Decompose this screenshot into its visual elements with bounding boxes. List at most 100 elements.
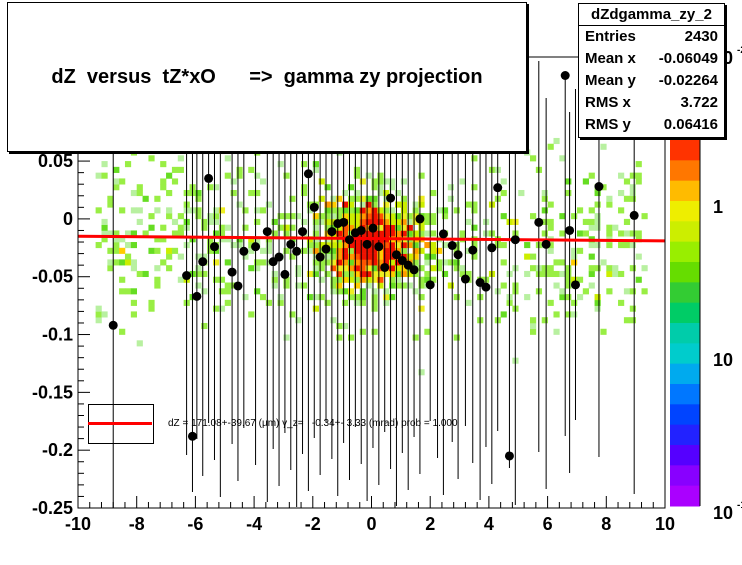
heatmap-cell	[336, 334, 343, 341]
heatmap-cell	[406, 224, 413, 231]
profile-point	[280, 269, 290, 279]
heatmap-cell	[154, 236, 161, 243]
heatmap-cell	[154, 276, 161, 283]
heatmap-cell	[618, 189, 625, 197]
stats-value: -0.06049	[658, 50, 718, 67]
heatmap-cell	[248, 189, 255, 197]
heatmap-cell	[383, 242, 390, 249]
heatmap-cell	[359, 270, 366, 278]
heatmap-cell	[400, 224, 408, 231]
heatmap-cell	[342, 201, 349, 208]
heatmap-cell	[447, 282, 454, 289]
heatmap-cell	[254, 218, 261, 225]
heatmap-cell	[259, 207, 267, 214]
heatmap-cell	[365, 253, 372, 260]
heatmap-cell	[371, 218, 378, 225]
heatmap-cell	[406, 270, 413, 278]
heatmap-cell	[594, 213, 601, 220]
heatmap-cell	[353, 207, 361, 214]
heatmap-cell	[259, 294, 267, 301]
heatmap-cell	[377, 172, 384, 179]
heatmap-cell	[324, 253, 331, 260]
heatmap-cell	[389, 224, 396, 231]
y-tick-label: -0.2	[42, 440, 73, 460]
heatmap-cell	[348, 242, 355, 249]
profile-point	[481, 282, 491, 292]
heatmap-cell	[371, 305, 378, 312]
heatmap-cell	[524, 294, 531, 301]
heatmap-cell	[606, 201, 613, 208]
heatmap-cell	[195, 253, 202, 260]
heatmap-cell	[295, 265, 302, 272]
heatmap-cell	[265, 299, 273, 306]
heatmap-cell	[529, 322, 537, 330]
heatmap-cell	[271, 270, 278, 278]
heatmap-cell	[582, 178, 589, 185]
heatmap-cell	[594, 189, 601, 197]
heatmap-cell	[541, 230, 548, 237]
heatmap-cell	[353, 242, 361, 249]
heatmap-cell	[119, 178, 126, 185]
profile-point	[309, 202, 319, 212]
heatmap-cell	[359, 294, 366, 301]
heatmap-cell	[130, 311, 137, 318]
heatmap-cell	[148, 213, 155, 220]
heatmap-cell	[166, 253, 173, 260]
heatmap-cell	[424, 242, 431, 249]
heatmap-cell	[160, 236, 167, 243]
profile-point	[344, 235, 354, 245]
heatmap-cell	[418, 294, 425, 301]
heatmap-cell	[635, 253, 642, 260]
x-tick-label: 4	[484, 514, 494, 534]
title-box: dZ versus tZ*xO => gamma zy projection	[7, 2, 527, 152]
heatmap-cell	[248, 247, 255, 254]
heatmap-cell	[236, 201, 243, 208]
heatmap-cell	[136, 218, 143, 225]
heatmap-cell	[342, 242, 349, 249]
heatmap-cell	[471, 201, 478, 208]
heatmap-cell	[588, 253, 595, 260]
heatmap-cell	[242, 207, 249, 214]
heatmap-cell	[119, 328, 126, 335]
heatmap-cell	[371, 247, 378, 254]
heatmap-cell	[224, 236, 231, 243]
heatmap-cell	[383, 259, 390, 266]
heatmap-cell	[295, 213, 302, 220]
x-tick-label: 2	[425, 514, 435, 534]
heatmap-cell	[441, 207, 449, 214]
heatmap-cell	[629, 230, 636, 237]
heatmap-cell	[389, 294, 396, 301]
palette-band	[670, 363, 700, 385]
heatmap-cell	[201, 322, 208, 330]
heatmap-cell	[124, 242, 132, 249]
heatmap-cell	[453, 259, 460, 266]
heatmap-cell	[365, 172, 372, 179]
fit-line	[77, 234, 666, 243]
y-tick-label: -0.05	[32, 267, 73, 287]
heatmap-cell	[306, 242, 314, 249]
heatmap-cell	[201, 253, 208, 260]
x-tick-label: -10	[65, 514, 91, 534]
heatmap-cell	[95, 317, 102, 324]
heatmap-cell	[377, 253, 384, 260]
heatmap-cell	[101, 218, 108, 225]
profile-point	[292, 246, 302, 256]
heatmap-cell	[171, 230, 179, 237]
y-tick-label: -0.1	[42, 325, 73, 345]
heatmap-cell	[306, 247, 314, 254]
heatmap-cell	[166, 207, 173, 214]
x-tick-label: 10	[655, 514, 675, 534]
x-axis: -10 -8 -6 -4 -2 0 2 4 6 8 10	[65, 496, 675, 534]
heatmap-cell	[629, 317, 636, 324]
heatmap-cell	[459, 178, 466, 185]
heatmap-cell	[312, 218, 319, 225]
heatmap-cell	[571, 311, 578, 318]
heatmap-cell	[142, 230, 149, 237]
z-tick-exponent: -1	[737, 500, 742, 511]
profile-point	[374, 242, 384, 252]
heatmap-cell	[406, 242, 413, 249]
heatmap-cell	[119, 276, 126, 283]
heatmap-cell	[629, 184, 636, 191]
heatmap-cell	[594, 305, 601, 312]
heatmap-cell	[430, 230, 437, 237]
